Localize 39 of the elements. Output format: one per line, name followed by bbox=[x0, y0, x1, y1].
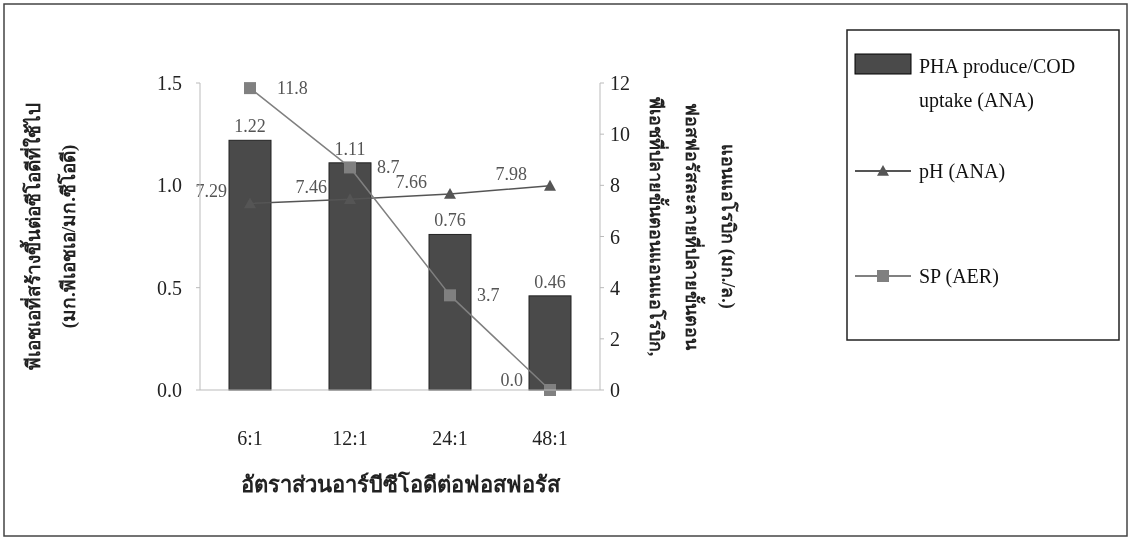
data-label: 0.46 bbox=[534, 271, 566, 292]
y-tick-label: 1.5 bbox=[157, 72, 182, 94]
x-tick-label: 48:1 bbox=[532, 427, 568, 449]
data-label: 7.66 bbox=[395, 172, 427, 193]
legend-label: SP (AER) bbox=[919, 265, 999, 288]
point bbox=[444, 289, 456, 302]
data-label: 11.8 bbox=[277, 78, 308, 99]
data-label: 3.7 bbox=[477, 285, 500, 306]
legend-label: pH (ANA) bbox=[919, 160, 1006, 183]
y2-tick-label: 6 bbox=[610, 225, 620, 248]
y2-axis-title: พีเอชที่ปลายขั้นตอนแอนแอโรบิก, ฟอสฟอรัสละลายที่ปลายขั้นตอน แอนแอโรบิก (มก./ล.) bbox=[646, 96, 739, 357]
y2-tick-label: 0 bbox=[610, 379, 620, 401]
x-tick-label: 24:1 bbox=[432, 427, 468, 449]
data-label: 1.22 bbox=[234, 116, 266, 137]
y-tick-label: 0.5 bbox=[157, 276, 182, 299]
legend-label: PHA produce/COD uptake (ANA) bbox=[919, 55, 1076, 112]
y-tick-label: 1.0 bbox=[157, 174, 182, 197]
data-label: 7.98 bbox=[495, 163, 527, 184]
x-axis-title: อัตราส่วนอาร์บีซีโอดีต่อฟอสฟอรัส bbox=[240, 471, 561, 497]
point bbox=[544, 179, 556, 191]
y2-tick-label: 2 bbox=[610, 327, 620, 350]
y2-tick-label: 4 bbox=[610, 276, 620, 299]
y-axis-title: พีเอชเอที่สร้างขึ้นต่อซีโอดีที่ใช้ไป (มก.พีเอชเอ/มก.ซีโอดี) bbox=[19, 103, 80, 370]
data-label: 0.76 bbox=[434, 210, 466, 231]
bar bbox=[528, 295, 572, 391]
bar bbox=[428, 233, 472, 391]
data-label: 7.29 bbox=[195, 181, 227, 202]
y2-tick-label: 10 bbox=[610, 123, 630, 146]
data-label: 0.0 bbox=[500, 370, 523, 390]
y2-tick-label: 12 bbox=[610, 72, 630, 94]
point bbox=[444, 188, 456, 199]
data-label: 7.46 bbox=[295, 177, 327, 198]
x-tick-label: 12:1 bbox=[332, 427, 368, 449]
y-tick-label: 0.0 bbox=[157, 379, 182, 401]
data-label: 1.11 bbox=[334, 138, 366, 159]
point bbox=[344, 161, 356, 174]
y2-tick-label: 8 bbox=[610, 174, 620, 197]
x-tick-label: 6:1 bbox=[237, 427, 263, 449]
point bbox=[244, 82, 256, 95]
